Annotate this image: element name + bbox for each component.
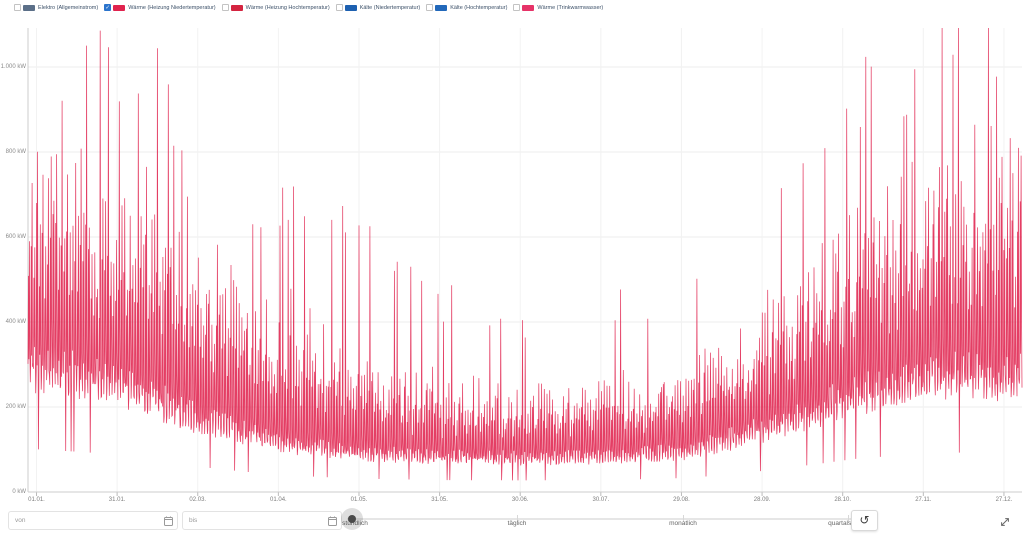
x-axis-tick-label: 27.12. xyxy=(995,497,1013,503)
slider-label-daily[interactable]: täglich xyxy=(507,520,527,527)
x-axis-tick-label: 31.01. xyxy=(108,497,126,503)
legend-color-swatch xyxy=(344,4,357,11)
slider-label-monthly[interactable]: monatlich xyxy=(669,520,697,527)
time-series-chart: 1.000 kW 800 kW 600 kW 400 kW 200 kW 0 kW 01.… xyxy=(0,0,1024,512)
legend-label: Kälte (Hochtemperatur) xyxy=(450,4,508,11)
slider-handle-dot xyxy=(348,515,356,523)
y-axis-tick-label: 600 kW xyxy=(5,234,26,240)
y-axis-tick-label: 400 kW xyxy=(5,319,26,325)
x-axis-tick-label: 28.09. xyxy=(753,497,771,503)
y-axis-tick-label: 1.000 kW xyxy=(0,64,26,70)
calendar-icon[interactable] xyxy=(328,516,337,526)
legend-color-swatch xyxy=(230,4,243,11)
x-axis-tick-label: 27.11. xyxy=(915,497,932,503)
date-from-input[interactable] xyxy=(15,513,161,528)
unchecked-checkbox-icon[interactable] xyxy=(513,4,521,11)
date-from-field[interactable] xyxy=(8,511,178,530)
resolution-slider-track[interactable] xyxy=(347,518,852,520)
x-axis-tick-label: 30.07. xyxy=(592,497,610,503)
legend-item-1[interactable]: ✓ Wärme (Heizung Niedertemperatur) xyxy=(104,4,216,11)
x-axis-tick-label: 30.06. xyxy=(511,497,529,503)
legend-item-0[interactable]: Elektro (Allgemeinstrom) xyxy=(14,4,98,11)
slider-label-hourly[interactable]: stündlich xyxy=(342,520,368,527)
x-axis-tick-label: 28.10. xyxy=(834,497,852,503)
reset-button[interactable]: ↺ xyxy=(851,510,878,531)
x-axis-tick-label: 01.04. xyxy=(270,497,287,503)
slider-tick xyxy=(517,515,518,522)
legend-item-2[interactable]: Wärme (Heizung Hochtemperatur) xyxy=(221,4,330,11)
reset-icon: ↺ xyxy=(859,513,870,527)
x-axis-tick-label: 31.05. xyxy=(431,497,448,503)
series-legend: Elektro (Allgemeinstrom) ✓ Wärme (Heizung … xyxy=(14,1,609,14)
unchecked-checkbox-icon[interactable] xyxy=(221,4,229,11)
x-axis-tick-label: 01.01. xyxy=(28,497,45,503)
legend-color-swatch xyxy=(113,4,126,11)
legend-color-swatch xyxy=(522,4,535,11)
slider-label-quarterly[interactable]: quartalsweise xyxy=(828,520,868,527)
date-to-input[interactable] xyxy=(189,513,325,528)
unchecked-checkbox-icon[interactable] xyxy=(426,4,434,11)
legend-label: Wärme (Heizung Niedertemperatur) xyxy=(128,4,216,11)
y-axis-tick-label: 800 kW xyxy=(5,149,26,155)
calendar-icon[interactable] xyxy=(164,516,173,526)
date-to-field[interactable] xyxy=(182,511,342,530)
legend-label: Wärme (Trinkwarmwasser) xyxy=(537,4,604,11)
legend-item-3[interactable]: Kälte (Niedertemperatur) xyxy=(335,4,421,11)
x-axis-tick-label: 02.03. xyxy=(189,497,207,503)
unchecked-checkbox-icon[interactable] xyxy=(335,4,343,11)
legend-label: Elektro (Allgemeinstrom) xyxy=(38,4,99,11)
legend-label: Wärme (Heizung Hochtemperatur) xyxy=(245,4,330,11)
checked-checkbox-icon[interactable]: ✓ xyxy=(104,4,112,11)
slider-tick xyxy=(683,515,684,522)
legend-color-swatch xyxy=(435,4,448,11)
legend-label: Kälte (Niedertemperatur) xyxy=(359,4,421,11)
legend-item-4[interactable]: Kälte (Hochtemperatur) xyxy=(426,4,507,11)
x-axis-tick-label: 01.05. xyxy=(350,497,368,503)
unchecked-checkbox-icon[interactable] xyxy=(14,4,21,11)
resolution-slider-handle[interactable] xyxy=(341,508,363,530)
legend-item-5[interactable]: Wärme (Trinkwarmwasser) xyxy=(513,4,603,11)
chart-canvas[interactable] xyxy=(0,0,1024,512)
x-axis-tick-label: 29.08. xyxy=(673,497,690,503)
legend-color-swatch xyxy=(23,4,35,11)
expand-icon[interactable] xyxy=(999,516,1011,528)
y-axis-tick-label: 200 kW xyxy=(5,404,26,410)
slider-tick xyxy=(848,515,849,522)
y-axis-tick-label: 0 kW xyxy=(12,489,26,495)
